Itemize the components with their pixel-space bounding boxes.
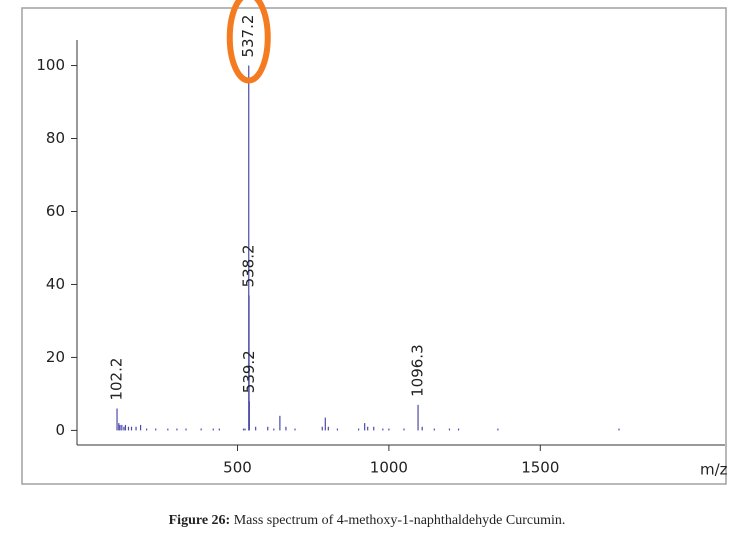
x-tick-label: 1000 — [370, 459, 408, 477]
peak-label: 539.2 — [240, 350, 258, 393]
y-tick-label: 20 — [46, 348, 65, 366]
x-axis-label: m/z — [700, 461, 728, 479]
peak-label: 102.2 — [108, 358, 126, 401]
y-tick-label: 100 — [36, 56, 65, 74]
y-tick-label: 80 — [46, 129, 65, 147]
caption: Figure 26: Mass spectrum of 4-methoxy-1-… — [169, 513, 566, 528]
y-tick-label: 40 — [46, 275, 65, 293]
y-tick-label: 0 — [55, 421, 65, 439]
x-tick-label: 500 — [223, 459, 252, 477]
peak-label: 537.2 — [239, 15, 257, 58]
chart-frame — [21, 7, 727, 485]
y-tick-label: 60 — [46, 202, 65, 220]
caption-label: Figure 26: — [169, 513, 231, 528]
x-tick-label: 1500 — [521, 459, 559, 477]
peak-label: 538.2 — [240, 244, 258, 287]
highlight-ring — [226, 0, 271, 84]
caption-text: Mass spectrum of 4-methoxy-1-naphthaldeh… — [234, 513, 566, 528]
peak-label: 1096.3 — [409, 344, 427, 397]
